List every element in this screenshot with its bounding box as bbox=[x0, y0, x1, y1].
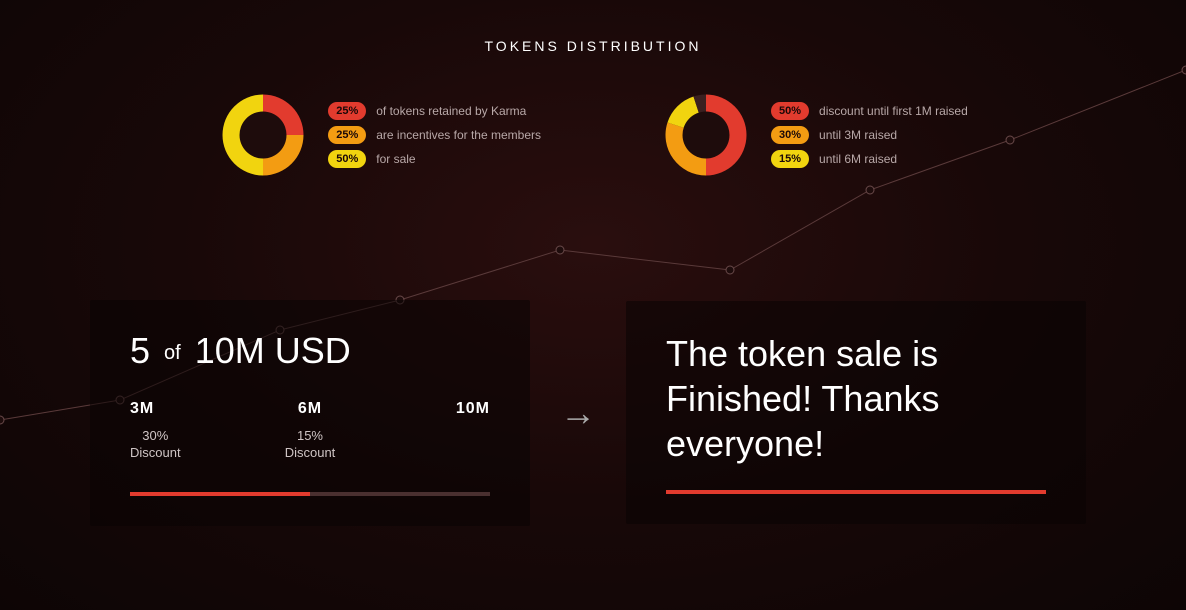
milestone-amount: 10M bbox=[456, 400, 490, 418]
progress-fill bbox=[130, 492, 310, 496]
milestones-row: 3M 30%Discount 6M 15%Discount 10M bbox=[130, 400, 490, 462]
allocation-legend-row: 25% are incentives for the members bbox=[328, 126, 541, 144]
raised-amount: 5 bbox=[130, 330, 150, 371]
donuts-row: 25% of tokens retained by Karma 25% are inc… bbox=[0, 90, 1186, 180]
allocation-pill: 25% bbox=[328, 126, 366, 144]
arrow-icon: → bbox=[560, 392, 596, 434]
allocation-pill: 25% bbox=[328, 102, 366, 120]
milestone: 3M 30%Discount bbox=[130, 400, 249, 462]
cards-row: 5 of 10M USD 3M 30%Discount 6M 15%Discount 1… bbox=[90, 300, 1086, 526]
milestone: 10M bbox=[371, 400, 490, 462]
allocation-legend: 25% of tokens retained by Karma 25% are inc… bbox=[328, 102, 541, 168]
milestone-amount: 3M bbox=[130, 400, 154, 418]
discounts-legend-row: 50% discount until first 1M raised bbox=[771, 102, 968, 120]
allocation-pill: 50% bbox=[328, 150, 366, 168]
allocation-donut-chart bbox=[218, 90, 308, 180]
donut-block-discounts: 50% discount until first 1M raised 30% unti… bbox=[661, 90, 968, 180]
allocation-label: for sale bbox=[376, 152, 415, 166]
discounts-legend-row: 15% until 6M raised bbox=[771, 150, 968, 168]
allocation-label: are incentives for the members bbox=[376, 128, 541, 142]
milestone: 6M 15%Discount bbox=[251, 400, 370, 462]
discounts-pill: 30% bbox=[771, 126, 809, 144]
raised-of: of bbox=[160, 342, 185, 364]
discounts-legend: 50% discount until first 1M raised 30% unti… bbox=[771, 102, 968, 168]
milestone-discount: 15%Discount bbox=[285, 428, 336, 462]
discounts-donut-chart bbox=[661, 90, 751, 180]
discounts-label: until 3M raised bbox=[819, 128, 897, 142]
discounts-label: discount until first 1M raised bbox=[819, 104, 968, 118]
discounts-pill: 15% bbox=[771, 150, 809, 168]
allocation-legend-row: 25% of tokens retained by Karma bbox=[328, 102, 541, 120]
raised-title: 5 of 10M USD bbox=[130, 330, 490, 372]
progress-track bbox=[130, 492, 490, 496]
finished-card: The token sale is Finished! Thanks every… bbox=[626, 301, 1086, 524]
progress-card: 5 of 10M USD 3M 30%Discount 6M 15%Discount 1… bbox=[90, 300, 530, 526]
milestone-discount: 30%Discount bbox=[130, 428, 181, 462]
finished-underline bbox=[666, 490, 1046, 494]
finished-text: The token sale is Finished! Thanks every… bbox=[666, 331, 1046, 466]
section-title: TOKENS DISTRIBUTION bbox=[0, 38, 1186, 54]
milestone-amount: 6M bbox=[298, 400, 322, 418]
donut-block-allocation: 25% of tokens retained by Karma 25% are inc… bbox=[218, 90, 541, 180]
discounts-pill: 50% bbox=[771, 102, 809, 120]
discounts-label: until 6M raised bbox=[819, 152, 897, 166]
discounts-legend-row: 30% until 3M raised bbox=[771, 126, 968, 144]
allocation-legend-row: 50% for sale bbox=[328, 150, 541, 168]
raised-total: 10M USD bbox=[195, 330, 351, 371]
allocation-label: of tokens retained by Karma bbox=[376, 104, 526, 118]
